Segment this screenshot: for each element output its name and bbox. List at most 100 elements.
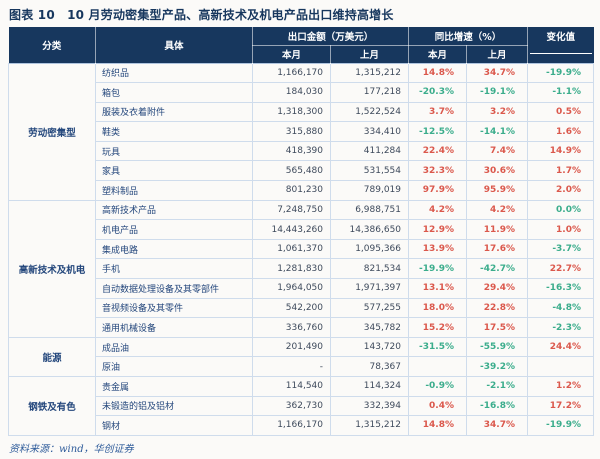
header-row-1: 分类 具体 出口金额（万美元） 同比增速（%） 变化值	[8, 27, 594, 63]
item-name-cell: 服装及衣着附件	[95, 101, 253, 123]
amount-previous-cell: 1,315,212	[329, 62, 410, 84]
item-name-cell: 手机	[95, 258, 253, 280]
item-name-cell: 自动数据处理设备及其零部件	[95, 278, 253, 299]
amount-current-cell: 336,760	[252, 317, 331, 338]
change-value-cell: -19.9%	[527, 415, 595, 436]
yoy-current-cell: 15.2%	[408, 317, 468, 338]
figure-title: 图表 10 10 月劳动密集型产品、高新技术及机电产品出口维持高增长	[9, 8, 394, 22]
yoy-previous-cell: 30.6%	[466, 160, 529, 182]
amount-current-cell: 542,200	[252, 297, 331, 319]
item-name-cell: 未锻造的铝及铝材	[95, 395, 253, 417]
table-row: 自动数据处理设备及其零部件 1,964,050 1,971,397 13.1% 29.4…	[9, 278, 595, 299]
table-row: 能源 成品油 201,490 143,720 -31.5% -55.9% 24.4%	[8, 336, 595, 378]
amount-current-cell: 1,318,300	[252, 101, 331, 123]
amount-previous-cell: 334,410	[329, 121, 410, 142]
yoy-current-cell	[408, 356, 468, 377]
table-row: 手机 1,281,830 821,534 -19.9% -42.7% 22.7%	[9, 258, 595, 280]
yoy-current-cell: 13.9%	[408, 238, 468, 260]
header-change-value: 变化值	[527, 27, 594, 45]
yoy-current-cell: -19.9%	[408, 258, 468, 280]
item-name-cell: 箱包	[95, 82, 253, 103]
header-yoy-last-month: 上月	[466, 45, 529, 63]
change-value-divider-line	[530, 53, 592, 55]
amount-current-cell: 362,730	[252, 395, 331, 417]
amount-previous-cell: 531,554	[329, 160, 410, 182]
amount-previous-cell: 411,284	[329, 140, 410, 162]
yoy-current-cell: 13.1%	[408, 278, 468, 299]
amount-current-cell: 201,490	[252, 336, 331, 358]
category-cell: 劳动密集型	[8, 62, 96, 201]
table-row: 未锻造的铝及铝材 362,730 332,394 0.4% -16.8% 17.2%	[9, 395, 595, 417]
header-export-this-month: 本月	[252, 45, 331, 63]
amount-previous-cell: 143,720	[329, 336, 410, 358]
item-name-cell: 高新技术产品	[95, 199, 253, 221]
change-value-cell: 1.0%	[527, 219, 595, 240]
table-row: 通用机械设备 336,760 345,782 15.2% 17.5% -2.3%	[9, 317, 595, 338]
yoy-previous-cell: 34.7%	[466, 62, 529, 84]
change-value-cell: -3.7%	[527, 238, 595, 260]
item-name-cell: 成品油	[95, 336, 253, 358]
change-value-cell: -19.9%	[527, 62, 595, 84]
change-value-cell: 24.4%	[527, 336, 595, 358]
yoy-previous-cell: -42.7%	[466, 258, 529, 280]
amount-previous-cell: 332,394	[329, 395, 410, 417]
amount-previous-cell: 1,095,366	[329, 238, 410, 260]
amount-previous-cell: 78,367	[329, 356, 410, 377]
yoy-current-cell: 18.0%	[408, 297, 468, 319]
header-row-2: 本月 上月 本月 上月	[9, 45, 594, 63]
header-export-last-month: 上月	[330, 45, 410, 63]
category-cell: 钢铁及有色	[8, 376, 96, 436]
header-export-amount: 出口金额（万美元）	[252, 27, 410, 46]
amount-previous-cell: 177,218	[329, 82, 410, 103]
table-row: 高新技术及机电 高新技术产品 7,248,750 6,988,751 4.2% 4.2% 0…	[8, 199, 595, 338]
yoy-current-cell: -0.9%	[408, 376, 468, 397]
change-value-cell: -1.1%	[527, 82, 595, 103]
amount-previous-cell: 6,988,751	[329, 199, 410, 221]
yoy-previous-cell: -55.9%	[466, 336, 529, 358]
yoy-previous-cell: -14.1%	[466, 121, 529, 142]
amount-current-cell: 565,480	[252, 160, 331, 182]
amount-current-cell: 7,248,750	[252, 199, 331, 221]
change-value-cell: 0.0%	[527, 199, 595, 221]
yoy-previous-cell: 34.7%	[466, 415, 529, 436]
amount-current-cell: 1,166,170	[252, 62, 331, 84]
yoy-previous-cell: 4.2%	[466, 199, 529, 221]
yoy-previous-cell: -19.1%	[466, 82, 529, 103]
amount-previous-cell: 1,971,397	[329, 278, 410, 299]
change-value-cell: 1.6%	[527, 121, 595, 142]
change-value-cell	[527, 356, 595, 377]
yoy-current-cell: 12.9%	[408, 219, 468, 240]
yoy-current-cell: 4.2%	[408, 199, 468, 221]
amount-current-cell: 114,540	[252, 376, 331, 397]
header-change-value-sub	[527, 45, 594, 63]
yoy-current-cell: 3.7%	[408, 101, 468, 123]
amount-current-cell: 1,061,370	[252, 238, 331, 260]
yoy-current-cell: 14.8%	[408, 62, 468, 84]
yoy-previous-cell: -16.8%	[466, 395, 529, 417]
amount-current-cell: 418,390	[252, 140, 331, 162]
amount-current-cell: 14,443,260	[252, 219, 331, 240]
yoy-previous-cell: -2.1%	[466, 376, 529, 397]
yoy-previous-cell: 17.5%	[466, 317, 529, 338]
change-value-cell: 14.9%	[527, 140, 595, 162]
amount-current-cell: 315,880	[252, 121, 331, 142]
change-value-cell: 17.2%	[527, 395, 595, 417]
amount-previous-cell: 14,386,650	[329, 219, 410, 240]
table-row: 音视频设备及其零件 542,200 577,255 18.0% 22.8% -4.8%	[9, 297, 595, 319]
table-row: 集成电路 1,061,370 1,095,366 13.9% 17.6% -3.7%	[9, 238, 595, 260]
item-name-cell: 纺织品	[95, 62, 253, 84]
yoy-current-cell: 22.4%	[408, 140, 468, 162]
yoy-current-cell: 14.8%	[408, 415, 468, 436]
yoy-previous-cell: 29.4%	[466, 278, 529, 299]
amount-previous-cell: 821,534	[329, 258, 410, 280]
table-row: 玩具 418,390 411,284 22.4% 7.4% 14.9%	[9, 140, 595, 162]
export-data-table: 分类 具体 出口金额（万美元） 同比增速（%） 变化值 本月 上月 本月 上月 …	[8, 27, 595, 436]
change-value-cell: 0.5%	[527, 101, 595, 123]
table-row: 钢铁及有色 贵金属 114,540 114,324 -0.9% -2.1% 1.2%	[8, 376, 595, 436]
item-name-cell: 通用机械设备	[95, 317, 253, 338]
yoy-previous-cell: 22.8%	[466, 297, 529, 319]
item-name-cell: 贵金属	[95, 376, 253, 397]
table-row: 服装及衣着附件 1,318,300 1,522,524 3.7% 3.2% 0.5%	[9, 101, 595, 123]
table-row: 鞋类 315,880 334,410 -12.5% -14.1% 1.6%	[9, 121, 595, 142]
item-name-cell: 机电产品	[95, 219, 253, 240]
